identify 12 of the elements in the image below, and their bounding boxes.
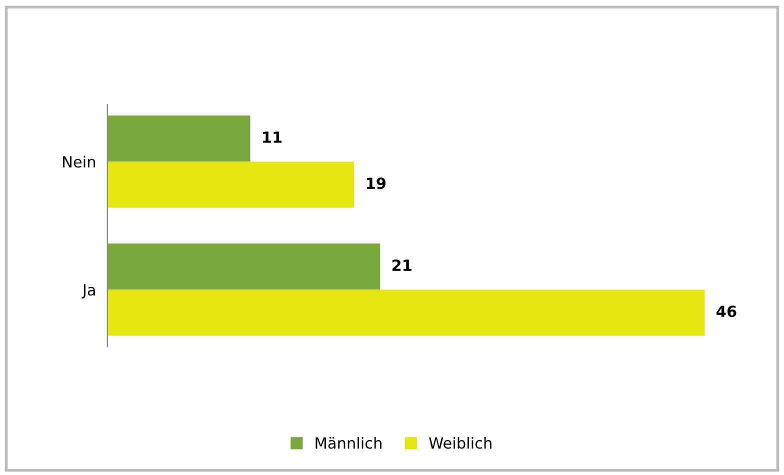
bar bbox=[107, 290, 705, 336]
data-label: 46 bbox=[716, 306, 736, 318]
legend-label: Weiblich bbox=[429, 436, 492, 449]
bar bbox=[107, 244, 380, 290]
data-label: 21 bbox=[392, 259, 412, 271]
data-label: 19 bbox=[366, 178, 386, 190]
y-tick-label: Ja bbox=[82, 284, 95, 299]
legend-label: Männlich bbox=[316, 436, 382, 449]
bar bbox=[107, 116, 250, 162]
data-label: 11 bbox=[263, 132, 282, 143]
bar bbox=[107, 162, 354, 208]
y-tick-label: Nein bbox=[63, 156, 95, 168]
